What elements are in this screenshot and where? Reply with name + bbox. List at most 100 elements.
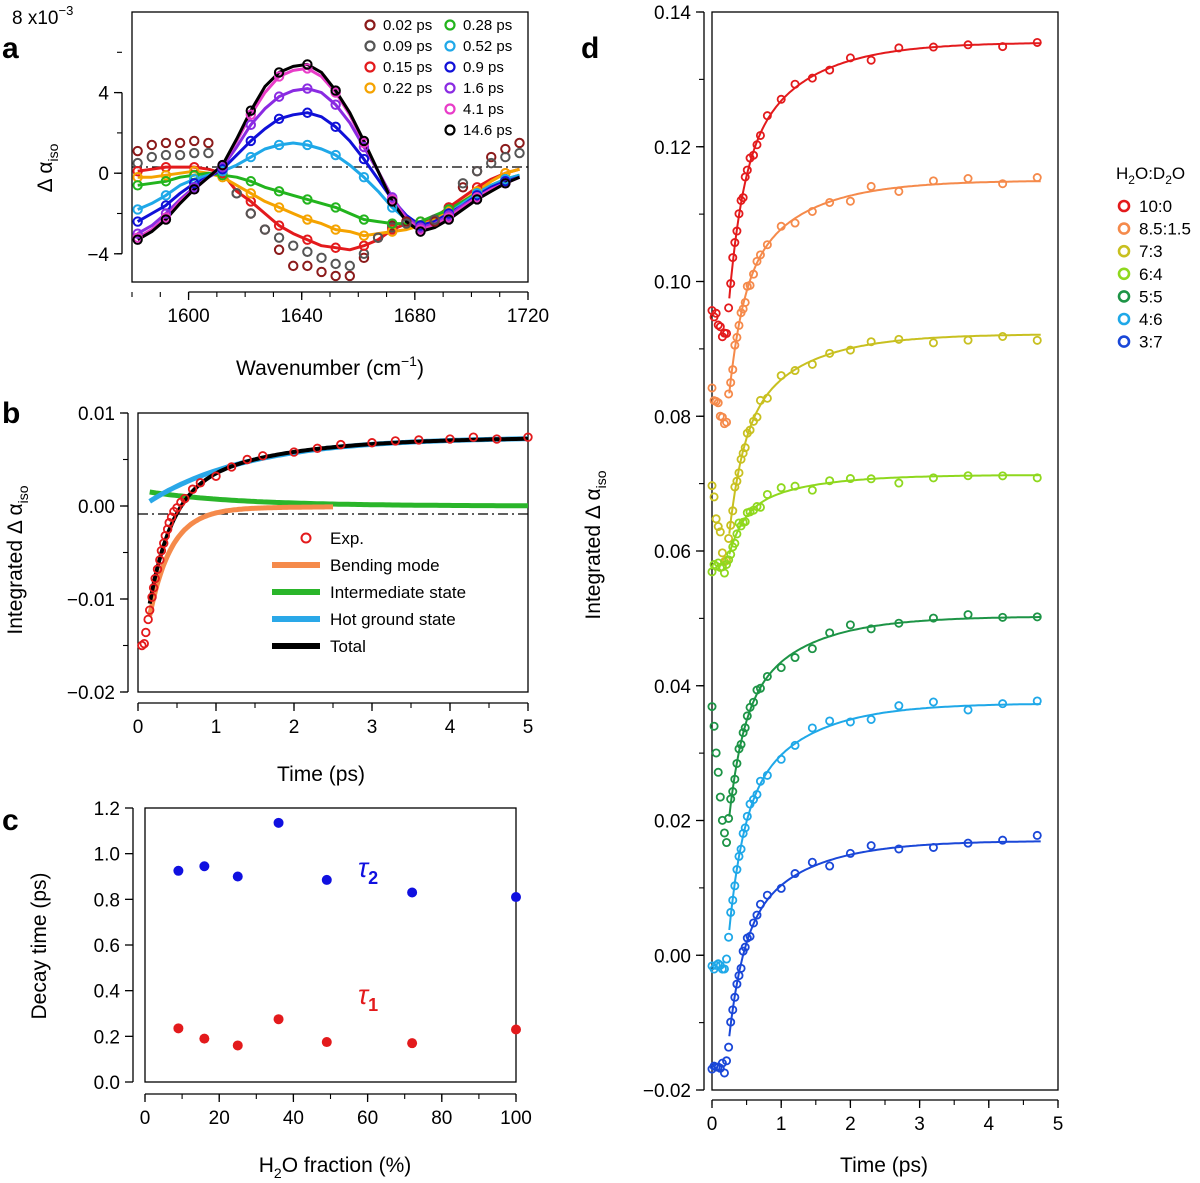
- panel-a-point: [132, 180, 143, 191]
- panel-d-point: [722, 954, 732, 964]
- panel-d-point: [825, 716, 835, 726]
- panel-a-point: [302, 260, 313, 272]
- panel-d-y-tick-label: 0.12: [654, 138, 691, 159]
- panel-d-point: [749, 697, 759, 707]
- panel-b-exp-point: [180, 493, 190, 504]
- panel-d-point: [724, 555, 734, 565]
- panel-b-exp-point: [523, 432, 533, 442]
- panel-a-point: [273, 186, 285, 197]
- panel-a-point: [330, 242, 341, 253]
- panel-d-point: [734, 468, 744, 478]
- panel-d-point: [707, 383, 717, 393]
- panel-d-point: [732, 332, 742, 342]
- panel-d-y-tick-label: 0.00: [654, 946, 691, 967]
- panel-b-y-tick-label: −0.01: [67, 590, 115, 611]
- panel-a-point: [132, 204, 143, 215]
- panel-a-point: [132, 228, 143, 239]
- panel-a-legend-marker: [444, 61, 456, 73]
- panel-d-point: [963, 610, 973, 620]
- panel-d-point: [738, 728, 748, 738]
- panel-d-x-tick-label: 3: [914, 1114, 925, 1135]
- panel-d-y-tick-label: 0.10: [654, 273, 691, 294]
- panel-d-point: [963, 705, 973, 715]
- panel-a-legend-marker: [444, 82, 456, 94]
- panel-a-legend-marker: [364, 82, 376, 94]
- panel-a-frame: [131, 11, 529, 283]
- panel-a-point: [387, 218, 398, 229]
- panel-d-fit-line: [728, 703, 1041, 931]
- panel-d-legend-label: 8.5:1.5: [1139, 220, 1191, 239]
- panel-d-point: [928, 338, 938, 348]
- panel-a-point: [245, 109, 257, 120]
- panel-b-y-tick-label: −0.02: [67, 683, 115, 704]
- panel-a-point: [358, 135, 370, 147]
- panel-a-legend-label: 1.6 ps: [463, 80, 504, 97]
- panel-c-y-tick-label: 1.0: [94, 845, 120, 866]
- panel-a: a 8 x10−3 1600 1640 1680 1720−404 0.02 ps0.…: [2, 3, 549, 380]
- panel-d-point: [711, 514, 721, 524]
- panel-d-point: [755, 683, 765, 693]
- panel-d-point: [807, 723, 817, 733]
- panel-d-point: [928, 613, 938, 623]
- panel-a-point: [160, 214, 172, 225]
- panel-d-legend-marker: [1117, 312, 1131, 326]
- panel-c-tau1-point: [232, 1040, 243, 1051]
- panel-d-point: [762, 671, 772, 681]
- panel-d-point: [711, 748, 721, 758]
- panel-d-point: [928, 473, 938, 483]
- panel-d-y-tick-label: −0.02: [643, 1081, 691, 1102]
- panel-a-legend-marker: [444, 103, 456, 115]
- panel-a-points: [132, 59, 525, 282]
- panel-d-fit-line: [728, 616, 1041, 817]
- panel-d-point: [1032, 173, 1042, 183]
- panel-d-point: [894, 334, 904, 344]
- panel-d-point: [707, 702, 717, 712]
- panel-c-tau2-label: τ2: [358, 853, 378, 888]
- panel-d-point: [1032, 696, 1042, 706]
- panel-a-point: [358, 153, 370, 165]
- panel-d-point: [866, 337, 876, 347]
- panel-d-point: [742, 165, 752, 175]
- panel-a-point: [273, 71, 285, 82]
- panel-d-point: [732, 979, 742, 989]
- panel-c: c 0 20 40 60 80 100 0.0 0.2 0.4 0.6 0.8 1.0 1.2 τ2 τ…: [2, 799, 532, 1181]
- panel-a-point: [160, 176, 172, 187]
- panel-a-point: [245, 151, 257, 163]
- panel-a-point: [330, 224, 341, 235]
- panel-d-point: [736, 844, 746, 854]
- panel-a-point: [273, 139, 285, 151]
- panel-d-legend-marker: [1117, 199, 1131, 213]
- panel-d-point: [722, 838, 732, 848]
- panel-d-legend-title: H2O:D2O: [1116, 164, 1185, 187]
- panel-b-exp-point: [143, 614, 153, 625]
- panel-d-point: [845, 53, 855, 63]
- panel-a-x-tick-label: 1720: [507, 306, 549, 327]
- panel-d-point: [717, 548, 727, 558]
- panel-a-point: [344, 270, 355, 282]
- panel-d-point: [825, 628, 835, 638]
- panel-d-point: [730, 340, 740, 350]
- panel-d-point: [732, 865, 742, 875]
- panel-d-point: [719, 1068, 729, 1078]
- panel-a-point: [443, 214, 454, 225]
- panel-d-point: [728, 787, 738, 797]
- panel-d-point: [776, 754, 786, 764]
- panel-d-point: [722, 1056, 732, 1066]
- panel-d-point: [790, 653, 800, 663]
- panel-d-point: [728, 506, 738, 516]
- panel-a-point: [273, 67, 285, 78]
- panel-a-legend-marker: [444, 19, 456, 31]
- panel-a-point: [160, 190, 172, 201]
- panel-d-point: [749, 269, 759, 279]
- panel-a-point: [302, 63, 313, 74]
- panel-a-x-label: Wavenumber (cm−1): [236, 353, 424, 380]
- panel-c-tau1-point: [407, 1038, 418, 1049]
- panel-b: b 0 1 2 3 4 5 −0.02 −0.01 0.00 0.01 Exp. Bending m…: [2, 397, 533, 786]
- panel-a-legend-label: 0.22 ps: [383, 80, 432, 97]
- panel-d-point: [715, 322, 725, 332]
- panel-d-point: [740, 297, 750, 307]
- panel-b-frame: [137, 412, 529, 693]
- panel-a-point: [358, 172, 370, 183]
- panel-d-point: [894, 618, 904, 628]
- panel-d-point: [845, 474, 855, 484]
